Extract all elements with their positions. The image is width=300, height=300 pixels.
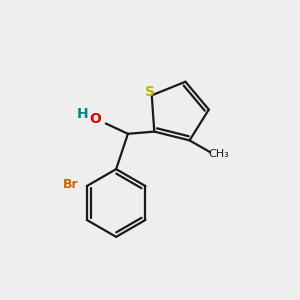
Text: H: H bbox=[77, 107, 89, 121]
Text: S: S bbox=[145, 85, 155, 99]
Text: CH₃: CH₃ bbox=[208, 149, 230, 159]
Text: Br: Br bbox=[63, 178, 78, 191]
Text: O: O bbox=[90, 112, 101, 126]
